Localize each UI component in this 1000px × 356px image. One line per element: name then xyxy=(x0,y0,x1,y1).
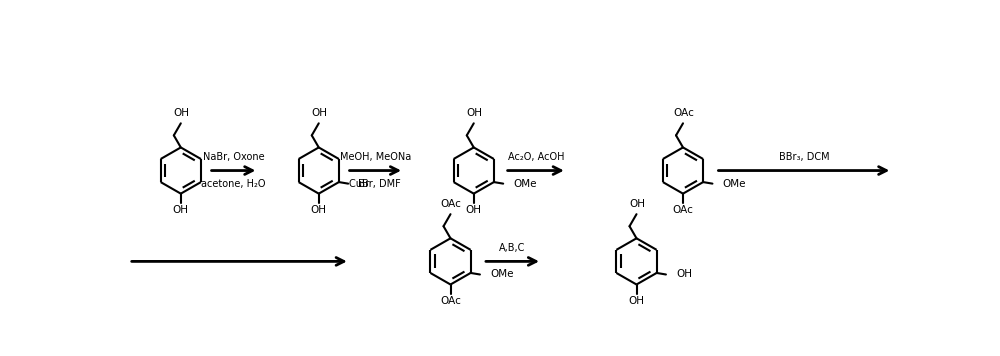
Text: OH: OH xyxy=(173,205,189,215)
Text: acetone, H₂O: acetone, H₂O xyxy=(201,179,266,189)
Text: NaBr, Oxone: NaBr, Oxone xyxy=(203,152,264,162)
Text: OH: OH xyxy=(676,269,692,279)
Text: OH: OH xyxy=(312,108,328,118)
Text: Br: Br xyxy=(358,179,370,189)
Text: OH: OH xyxy=(629,199,645,209)
Text: MeOH, MeONa: MeOH, MeONa xyxy=(340,152,411,162)
Text: OH: OH xyxy=(174,108,190,118)
Text: OH: OH xyxy=(629,296,644,306)
Text: OMe: OMe xyxy=(490,269,514,279)
Text: OAc: OAc xyxy=(673,108,694,118)
Text: OAc: OAc xyxy=(673,205,693,215)
Text: OAc: OAc xyxy=(440,296,461,306)
Text: OMe: OMe xyxy=(723,179,746,189)
Text: CuBr, DMF: CuBr, DMF xyxy=(349,179,401,189)
Text: OAc: OAc xyxy=(441,199,462,209)
Text: OMe: OMe xyxy=(513,179,537,189)
Text: Ac₂O, AcOH: Ac₂O, AcOH xyxy=(508,152,564,162)
Text: OH: OH xyxy=(466,205,482,215)
Text: BBr₃, DCM: BBr₃, DCM xyxy=(779,152,829,162)
Text: OH: OH xyxy=(311,205,327,215)
Text: OH: OH xyxy=(467,108,483,118)
Text: A,B,C: A,B,C xyxy=(499,242,526,252)
